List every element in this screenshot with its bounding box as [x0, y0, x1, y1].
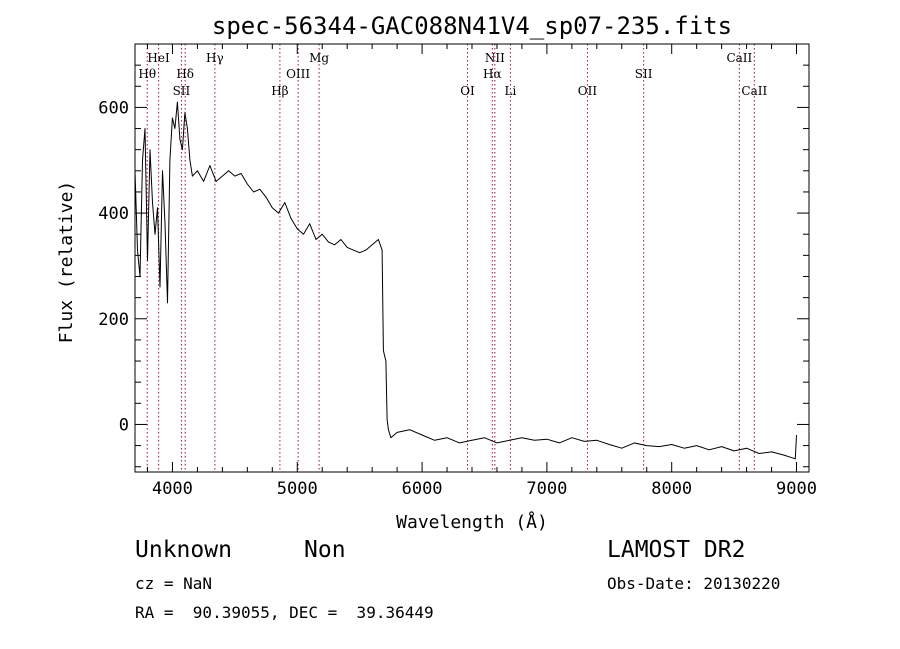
y-axis-label: Flux (relative): [56, 181, 77, 344]
y-tick-label: 400: [98, 204, 129, 224]
line-label-1: Hθ: [138, 67, 156, 81]
line-label-13: SII: [635, 67, 653, 81]
survey-name: LAMOST DR2: [607, 537, 746, 563]
x-tick-label: 8000: [651, 479, 692, 499]
line-label-8: OI: [460, 84, 475, 98]
line-label-2: Hδ: [176, 67, 194, 81]
line-label-6: OIII: [286, 67, 310, 81]
line-label-12: OII: [578, 84, 598, 98]
redshift-cz: cz = NaN: [135, 574, 213, 593]
sky-coordinates: RA = 90.39055, DEC = 39.36449: [135, 603, 434, 622]
line-label-9: NII: [485, 51, 505, 65]
chart-title: spec-56344-GAC088N41V4_sp07-235.fits: [212, 12, 732, 40]
object-class: Unknown: [135, 537, 232, 563]
spectrum-series: [134, 101, 797, 460]
x-tick-label: 5000: [277, 479, 318, 499]
line-label-7: Mg: [309, 51, 329, 65]
plot-frame: [134, 43, 810, 473]
object-subclass: Non: [304, 537, 346, 563]
line-label-11: Li: [505, 84, 517, 98]
line-label-5: Hβ: [271, 84, 288, 98]
line-label-0: HeI: [147, 51, 170, 65]
x-tick-label: 9000: [776, 479, 817, 499]
line-label-3: SII: [173, 84, 191, 98]
x-tick-label: 4000: [152, 479, 193, 499]
axis-ticks: 4000 5000 6000 7000 8000 9000 0 200 400 600: [98, 44, 817, 499]
x-tick-label: 7000: [526, 479, 567, 499]
line-label-10: Hα: [483, 67, 502, 81]
series-line-0: [134, 101, 797, 460]
line-label-15: CaII: [741, 84, 767, 98]
observation-date: Obs-Date: 20130220: [607, 574, 781, 593]
y-tick-label: 200: [98, 310, 129, 330]
x-axis-label: Wavelength (Å): [396, 511, 548, 533]
line-label-4: Hγ: [206, 51, 224, 65]
y-tick-label: 600: [98, 98, 129, 118]
line-label-14: CaII: [726, 51, 752, 65]
y-tick-label: 0: [119, 415, 129, 435]
x-tick-label: 6000: [402, 479, 443, 499]
